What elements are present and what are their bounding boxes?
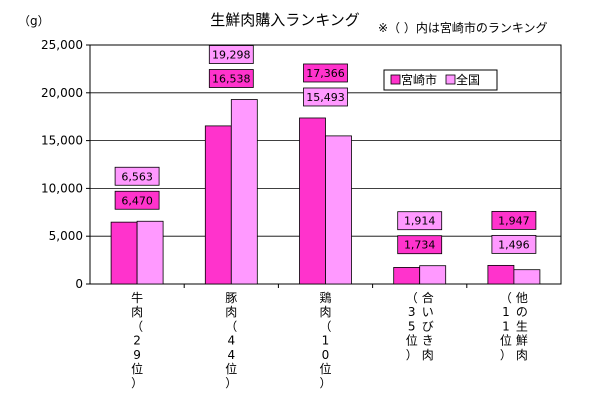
x-category-char: 0 <box>322 348 330 362</box>
data-label: 1,734 <box>404 239 436 252</box>
x-category-char: （ <box>500 291 512 305</box>
x-category-char: 位 <box>131 361 143 376</box>
data-label-box <box>491 210 537 230</box>
y-tick-label: 0 <box>75 277 83 291</box>
x-category-char: 肉 <box>516 348 528 362</box>
legend-label-national: 全国 <box>456 72 480 87</box>
data-label-box <box>208 45 254 64</box>
bar-national <box>325 135 352 285</box>
x-category-char: 牛 <box>131 290 143 305</box>
bar-miyazaki <box>299 117 326 285</box>
y-tick-label: 10,000 <box>41 181 83 195</box>
data-label-box <box>491 234 537 254</box>
x-category-char: 位 <box>319 361 331 376</box>
x-category-char: ） <box>225 376 237 390</box>
bar-miyazaki <box>110 221 138 285</box>
x-category-char: 合 <box>422 290 434 305</box>
legend-swatch-national <box>445 74 456 85</box>
data-label-box <box>114 190 160 210</box>
legend-swatch-miyazaki <box>390 74 401 85</box>
x-category-char: の <box>516 305 528 319</box>
x-category-char: 鮮 <box>516 334 528 348</box>
y-tick-label: 5,000 <box>49 229 83 243</box>
x-category-char: 豚 <box>225 291 237 305</box>
x-category-char: 1 <box>502 319 510 333</box>
data-label: 1,914 <box>404 215 436 228</box>
x-category-char: 位 <box>406 333 418 348</box>
x-category-char: 鶏 <box>319 291 331 305</box>
x-category-char: （ <box>319 319 331 333</box>
y-unit-label: （g） <box>18 14 50 28</box>
data-label-box <box>303 63 348 83</box>
data-label: 1,947 <box>498 214 530 227</box>
x-category-char: （ <box>406 291 418 305</box>
data-label: 1,496 <box>498 238 530 251</box>
bar-national <box>513 269 541 285</box>
bar-miyazaki <box>393 267 421 285</box>
y-tick-label: 20,000 <box>41 86 83 100</box>
data-label-box <box>208 69 254 88</box>
bar-national <box>230 99 258 285</box>
bar-national <box>136 220 164 285</box>
x-category-char: ） <box>406 348 418 362</box>
legend-box <box>383 69 498 91</box>
x-category-char: び <box>422 319 434 333</box>
data-label-box <box>397 211 443 231</box>
x-category-char: 生 <box>516 319 528 333</box>
x-category-char: 肉 <box>225 305 237 319</box>
x-category-char: 肉 <box>131 305 143 319</box>
y-tick-label: 25,000 <box>41 38 83 52</box>
data-label-box <box>397 235 443 255</box>
data-label: 15,493 <box>306 91 345 104</box>
y-axis-ticks: 0 5,000 10,000 15,000 20,000 25,000 <box>41 38 90 291</box>
x-category-char: 4 <box>227 334 235 348</box>
x-category-char: 1 <box>322 334 330 348</box>
x-category-char: 1 <box>502 305 510 319</box>
data-label: 6,470 <box>121 194 153 207</box>
bar-miyazaki <box>204 125 232 285</box>
y-tick-label: 15,000 <box>41 134 83 148</box>
data-label-box <box>303 87 348 107</box>
data-label: 6,563 <box>121 170 153 183</box>
legend-label-miyazaki: 宮崎市 <box>401 72 437 87</box>
x-category-char: 他 <box>516 291 528 305</box>
x-category-char: 肉 <box>319 305 331 319</box>
x-category-char: い <box>422 305 434 319</box>
data-label: 16,538 <box>212 73 251 86</box>
x-category-char: ） <box>131 376 143 390</box>
x-category-char: ） <box>500 348 512 362</box>
x-category-char: 4 <box>227 348 235 362</box>
x-category-char: 5 <box>408 319 416 333</box>
x-category-char: （ <box>131 319 143 333</box>
x-category-char: 3 <box>408 305 416 319</box>
bar-miyazaki <box>487 264 515 285</box>
legend: 宮崎市 全国 <box>383 69 498 91</box>
x-category-char: 位 <box>500 333 512 348</box>
x-category-char: ） <box>319 376 331 390</box>
data-labels: 6,470 6,563 16,538 19,298 15,493 17,366 1,734 1… <box>114 45 537 255</box>
bars <box>110 99 541 285</box>
data-label: 17,366 <box>306 67 345 80</box>
ranking-note: ※（ ）内は宮崎市のランキング <box>378 20 548 35</box>
data-label-box <box>114 166 160 186</box>
x-category-char: 肉 <box>422 348 434 362</box>
x-category-char: き <box>422 334 434 348</box>
x-category-char: 9 <box>133 348 141 362</box>
x-category-char: （ <box>225 319 237 333</box>
bar-national <box>419 265 447 285</box>
data-label: 19,298 <box>212 49 251 62</box>
x-category-char: 位 <box>225 361 237 376</box>
x-axis-categories: 牛肉（29位）豚肉（44位）鶏肉（10位）（35位）合いびき肉（11位）他の生鮮… <box>131 284 528 390</box>
chart-title: 生鮮肉購入ランキング <box>210 11 360 29</box>
x-category-char: 2 <box>133 334 141 348</box>
